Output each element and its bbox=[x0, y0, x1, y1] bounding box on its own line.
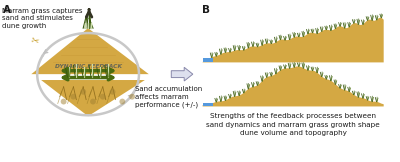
Text: Marram grass captures
sand and stimulates
dune growth: Marram grass captures sand and stimulate… bbox=[2, 8, 82, 29]
Polygon shape bbox=[41, 80, 145, 116]
Text: Strengths of the feedback processes between
sand dynamics and marram grass growt: Strengths of the feedback processes betw… bbox=[206, 113, 380, 136]
Text: ✂: ✂ bbox=[30, 35, 40, 47]
Circle shape bbox=[70, 94, 76, 100]
Text: A: A bbox=[3, 5, 11, 15]
Text: B: B bbox=[202, 5, 210, 15]
Polygon shape bbox=[171, 67, 193, 81]
Polygon shape bbox=[203, 58, 214, 62]
Text: Sand accumulation
affects marram
performance (+/-): Sand accumulation affects marram perform… bbox=[135, 86, 202, 108]
Polygon shape bbox=[203, 103, 214, 106]
Text: DYNAMIC FEEDBACK: DYNAMIC FEEDBACK bbox=[54, 64, 122, 69]
Polygon shape bbox=[203, 66, 384, 106]
Circle shape bbox=[90, 99, 96, 104]
Circle shape bbox=[129, 94, 135, 100]
Circle shape bbox=[110, 89, 116, 95]
Polygon shape bbox=[203, 18, 384, 62]
Circle shape bbox=[80, 89, 86, 95]
Polygon shape bbox=[31, 28, 149, 74]
Circle shape bbox=[100, 94, 106, 100]
Circle shape bbox=[61, 99, 66, 104]
Circle shape bbox=[120, 99, 125, 104]
